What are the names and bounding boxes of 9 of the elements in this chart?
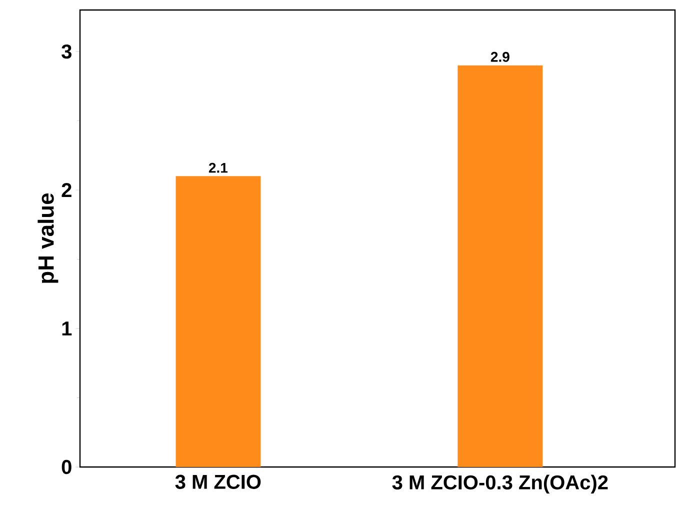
y-tick-label: 2 bbox=[62, 183, 72, 198]
y-tick-label: 0 bbox=[62, 460, 72, 474]
y-axis-title: pH value bbox=[38, 193, 58, 283]
x-tick-label: 3 M ZCIO bbox=[175, 474, 261, 489]
data-label: 2.1 bbox=[208, 162, 228, 173]
y-tick-label: 1 bbox=[62, 322, 72, 336]
x-tick-label: 3 M ZCIO-0.3 Zn(OAc)2 bbox=[392, 474, 608, 494]
data-label: 2.9 bbox=[490, 52, 510, 62]
y-tick-label: 3 bbox=[62, 44, 72, 59]
